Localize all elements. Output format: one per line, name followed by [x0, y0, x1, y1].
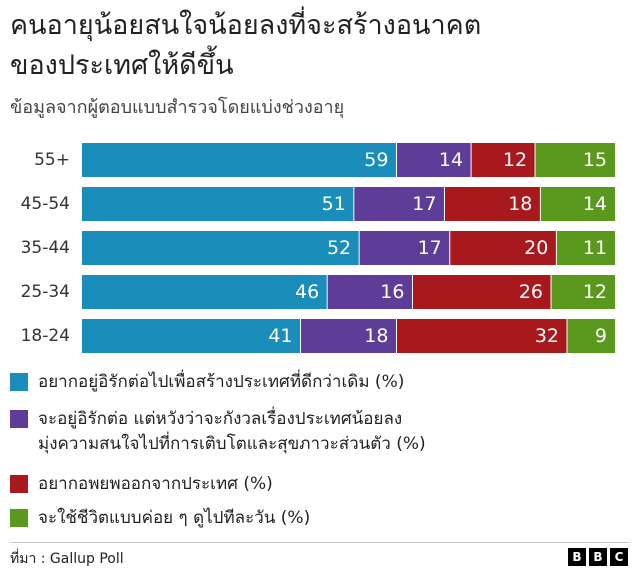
bar-segment	[82, 275, 328, 309]
legend-item: จะอยู่อิรักต่อ แต่หวังว่าจะกังวลเรื่องปร…	[10, 407, 426, 457]
bar-segment	[82, 319, 301, 353]
bar-segment	[412, 275, 552, 309]
bar-segment	[396, 319, 568, 353]
legend-label: จะใช้ชีวิตแบบค่อย ๆ ดูไปทีละวัน (%)	[38, 508, 311, 528]
legend-swatch	[10, 475, 28, 493]
bar-segment	[82, 143, 397, 177]
chart: 55+ 59 14 12 15 45-54 51 17 18 14 35-44 52 17 20 11 25-…	[21, 143, 615, 353]
data-label: 51	[322, 193, 346, 215]
data-label: 15	[583, 149, 607, 171]
bar-segment	[82, 187, 354, 221]
logo-letter: C	[610, 548, 628, 566]
data-label: 32	[535, 325, 559, 347]
y-tick-label: 18-24	[21, 326, 70, 346]
data-label: 18	[364, 325, 388, 347]
bar-segment	[449, 231, 557, 265]
bar-segment	[359, 231, 450, 265]
data-label: 17	[418, 237, 442, 259]
bar-segment	[327, 275, 413, 309]
chart-title: คนอายุน้อยสนใจน้อยลงที่จะสร้างอนาคต ของป…	[10, 10, 482, 81]
bar-segment	[535, 143, 615, 177]
y-tick-label: 45-54	[21, 194, 70, 214]
bar-segment	[556, 231, 615, 265]
data-label: 26	[519, 281, 543, 303]
legend-label: อยากอพยพออกจากประเทศ (%)	[38, 474, 273, 494]
bar-segment	[300, 319, 397, 353]
bar-segment	[551, 275, 615, 309]
divider	[10, 542, 630, 543]
data-label: 14	[583, 193, 607, 215]
data-label: 20	[524, 237, 548, 259]
source: ที่มา : Gallup Poll	[10, 551, 124, 567]
logo-letter: B	[589, 548, 607, 566]
data-label: 52	[327, 237, 351, 259]
data-label: 12	[583, 281, 607, 303]
legend-label: จะอยู่อิรักต่อ แต่หวังว่าจะกังวลเรื่องปร…	[38, 409, 426, 454]
bar-segment	[444, 187, 541, 221]
data-label: 11	[583, 237, 607, 259]
data-label: 59	[364, 149, 388, 171]
data-label: 9	[595, 325, 607, 347]
legend-item: อยากอพยพออกจากประเทศ (%)	[10, 472, 273, 497]
data-label: 18	[508, 193, 532, 215]
bar-segment	[353, 187, 445, 221]
data-label: 12	[503, 149, 527, 171]
data-label: 41	[268, 325, 292, 347]
data-label: 17	[412, 193, 436, 215]
bar-segment	[567, 319, 615, 353]
logo-letter: B	[568, 548, 586, 566]
y-tick-label: 35-44	[21, 238, 70, 258]
bar-segment	[471, 143, 536, 177]
legend-swatch	[10, 373, 28, 391]
y-tick-label: 25-34	[21, 282, 70, 302]
chart-subtitle: ข้อมูลจากผู้ตอบแบบสำรวจโดยแบ่งช่วงอายุ	[10, 97, 345, 118]
legend-swatch	[10, 410, 28, 428]
legend-item: จะใช้ชีวิตแบบค่อย ๆ ดูไปทีละวัน (%)	[10, 506, 310, 531]
bar-segment	[82, 231, 360, 265]
bar-segment	[396, 143, 472, 177]
bar-segment	[540, 187, 615, 221]
legend-swatch	[10, 509, 28, 527]
legend-label: อยากอยู่อิรักต่อไปเพื่อสร้างประเทศที่ดีก…	[38, 372, 405, 392]
legend-item: อยากอยู่อิรักต่อไปเพื่อสร้างประเทศที่ดีก…	[10, 370, 404, 395]
data-label: 16	[380, 281, 404, 303]
y-tick-label: 55+	[34, 150, 70, 170]
data-label: 14	[439, 149, 463, 171]
data-label: 46	[295, 281, 319, 303]
